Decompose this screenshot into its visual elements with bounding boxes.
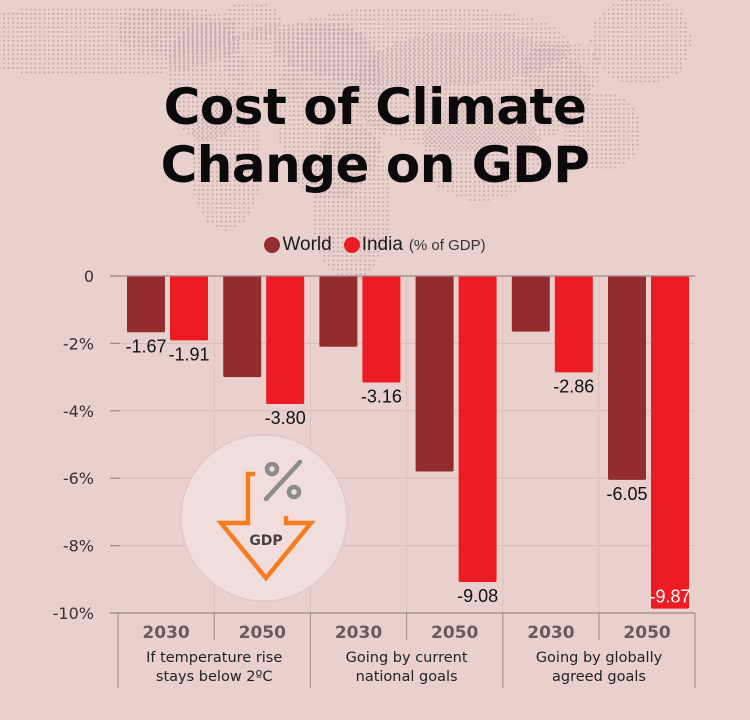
bar-world: [415, 276, 454, 472]
y-tick-label: 0: [84, 267, 94, 286]
x-year-label: 2030: [142, 623, 189, 643]
x-year-label: 2050: [623, 623, 670, 643]
bar-india: [458, 276, 497, 582]
chart-title: Cost of Climate Change on GDP: [0, 78, 750, 194]
x-group-label: If temperature rise: [146, 650, 282, 666]
bar-world: [127, 276, 165, 333]
bar-world: [319, 276, 358, 347]
percent-dot: [264, 461, 280, 477]
legend-item-world: World: [264, 234, 332, 256]
x-year-label: 2030: [335, 623, 382, 643]
x-year-label: 2030: [527, 623, 574, 643]
value-label-india: -1.91: [168, 344, 209, 364]
legend: World India (% of GDP): [0, 234, 750, 256]
legend-item-india: India: [343, 234, 403, 256]
x-year-label: 2050: [239, 623, 286, 643]
x-group-label: national goals: [356, 669, 458, 685]
bar-india: [651, 276, 689, 609]
x-group-label: agreed goals: [552, 669, 646, 685]
icon-gdp-text: GDP: [249, 533, 282, 549]
value-label-india: -3.16: [361, 386, 402, 406]
y-tick-label: -8%: [63, 537, 94, 556]
percent-icon: [263, 459, 303, 502]
value-label-world: -6.05: [606, 484, 647, 504]
y-tick-label: -6%: [63, 469, 94, 488]
legend-unit: (% of GDP): [408, 236, 486, 254]
bar-india: [170, 276, 208, 341]
percent-slash: [263, 459, 303, 502]
bar-india: [554, 276, 593, 373]
bar-india: [266, 276, 305, 405]
percent-dot: [286, 484, 302, 500]
title-line-2: Change on GDP: [160, 136, 590, 194]
value-labels: -1.67 -1.91 -3.80 -3.16 -9.08 -2.86 -6.05 -9.87: [125, 336, 690, 606]
bar-world: [511, 276, 550, 332]
x-year-label: 2050: [431, 623, 478, 643]
y-tick-label: -10%: [53, 604, 94, 623]
legend-label-india: India: [361, 234, 403, 255]
x-group-label: Going by globally: [536, 650, 663, 666]
value-label-india: -2.86: [553, 376, 594, 396]
legend-swatch-india: [343, 237, 360, 253]
bar-world: [223, 276, 262, 378]
bars: [127, 276, 689, 609]
gdp-decline-icon: GDP: [180, 434, 348, 602]
map-dot-layer: [0, 0, 691, 280]
y-tick-label: -4%: [63, 402, 94, 421]
value-label-india: -9.87: [649, 587, 690, 607]
value-label-world: -1.67: [125, 336, 166, 356]
bar-world: [608, 276, 646, 480]
x-group-label: stays below 2ºC: [156, 669, 273, 685]
legend-label-world: World: [282, 234, 332, 255]
y-tick-label: -2%: [63, 334, 94, 353]
title-line-1: Cost of Climate: [163, 78, 587, 136]
value-label-india: -3.80: [265, 408, 306, 428]
down-arrow-icon: [216, 471, 316, 582]
legend-swatch-world: [264, 237, 281, 253]
icon-circle: [180, 434, 348, 602]
bar-india: [362, 276, 401, 383]
x-group-label: Going by current: [346, 650, 468, 666]
world-map-dots-background: [0, 0, 691, 280]
value-label-india: -9.08: [457, 586, 498, 606]
